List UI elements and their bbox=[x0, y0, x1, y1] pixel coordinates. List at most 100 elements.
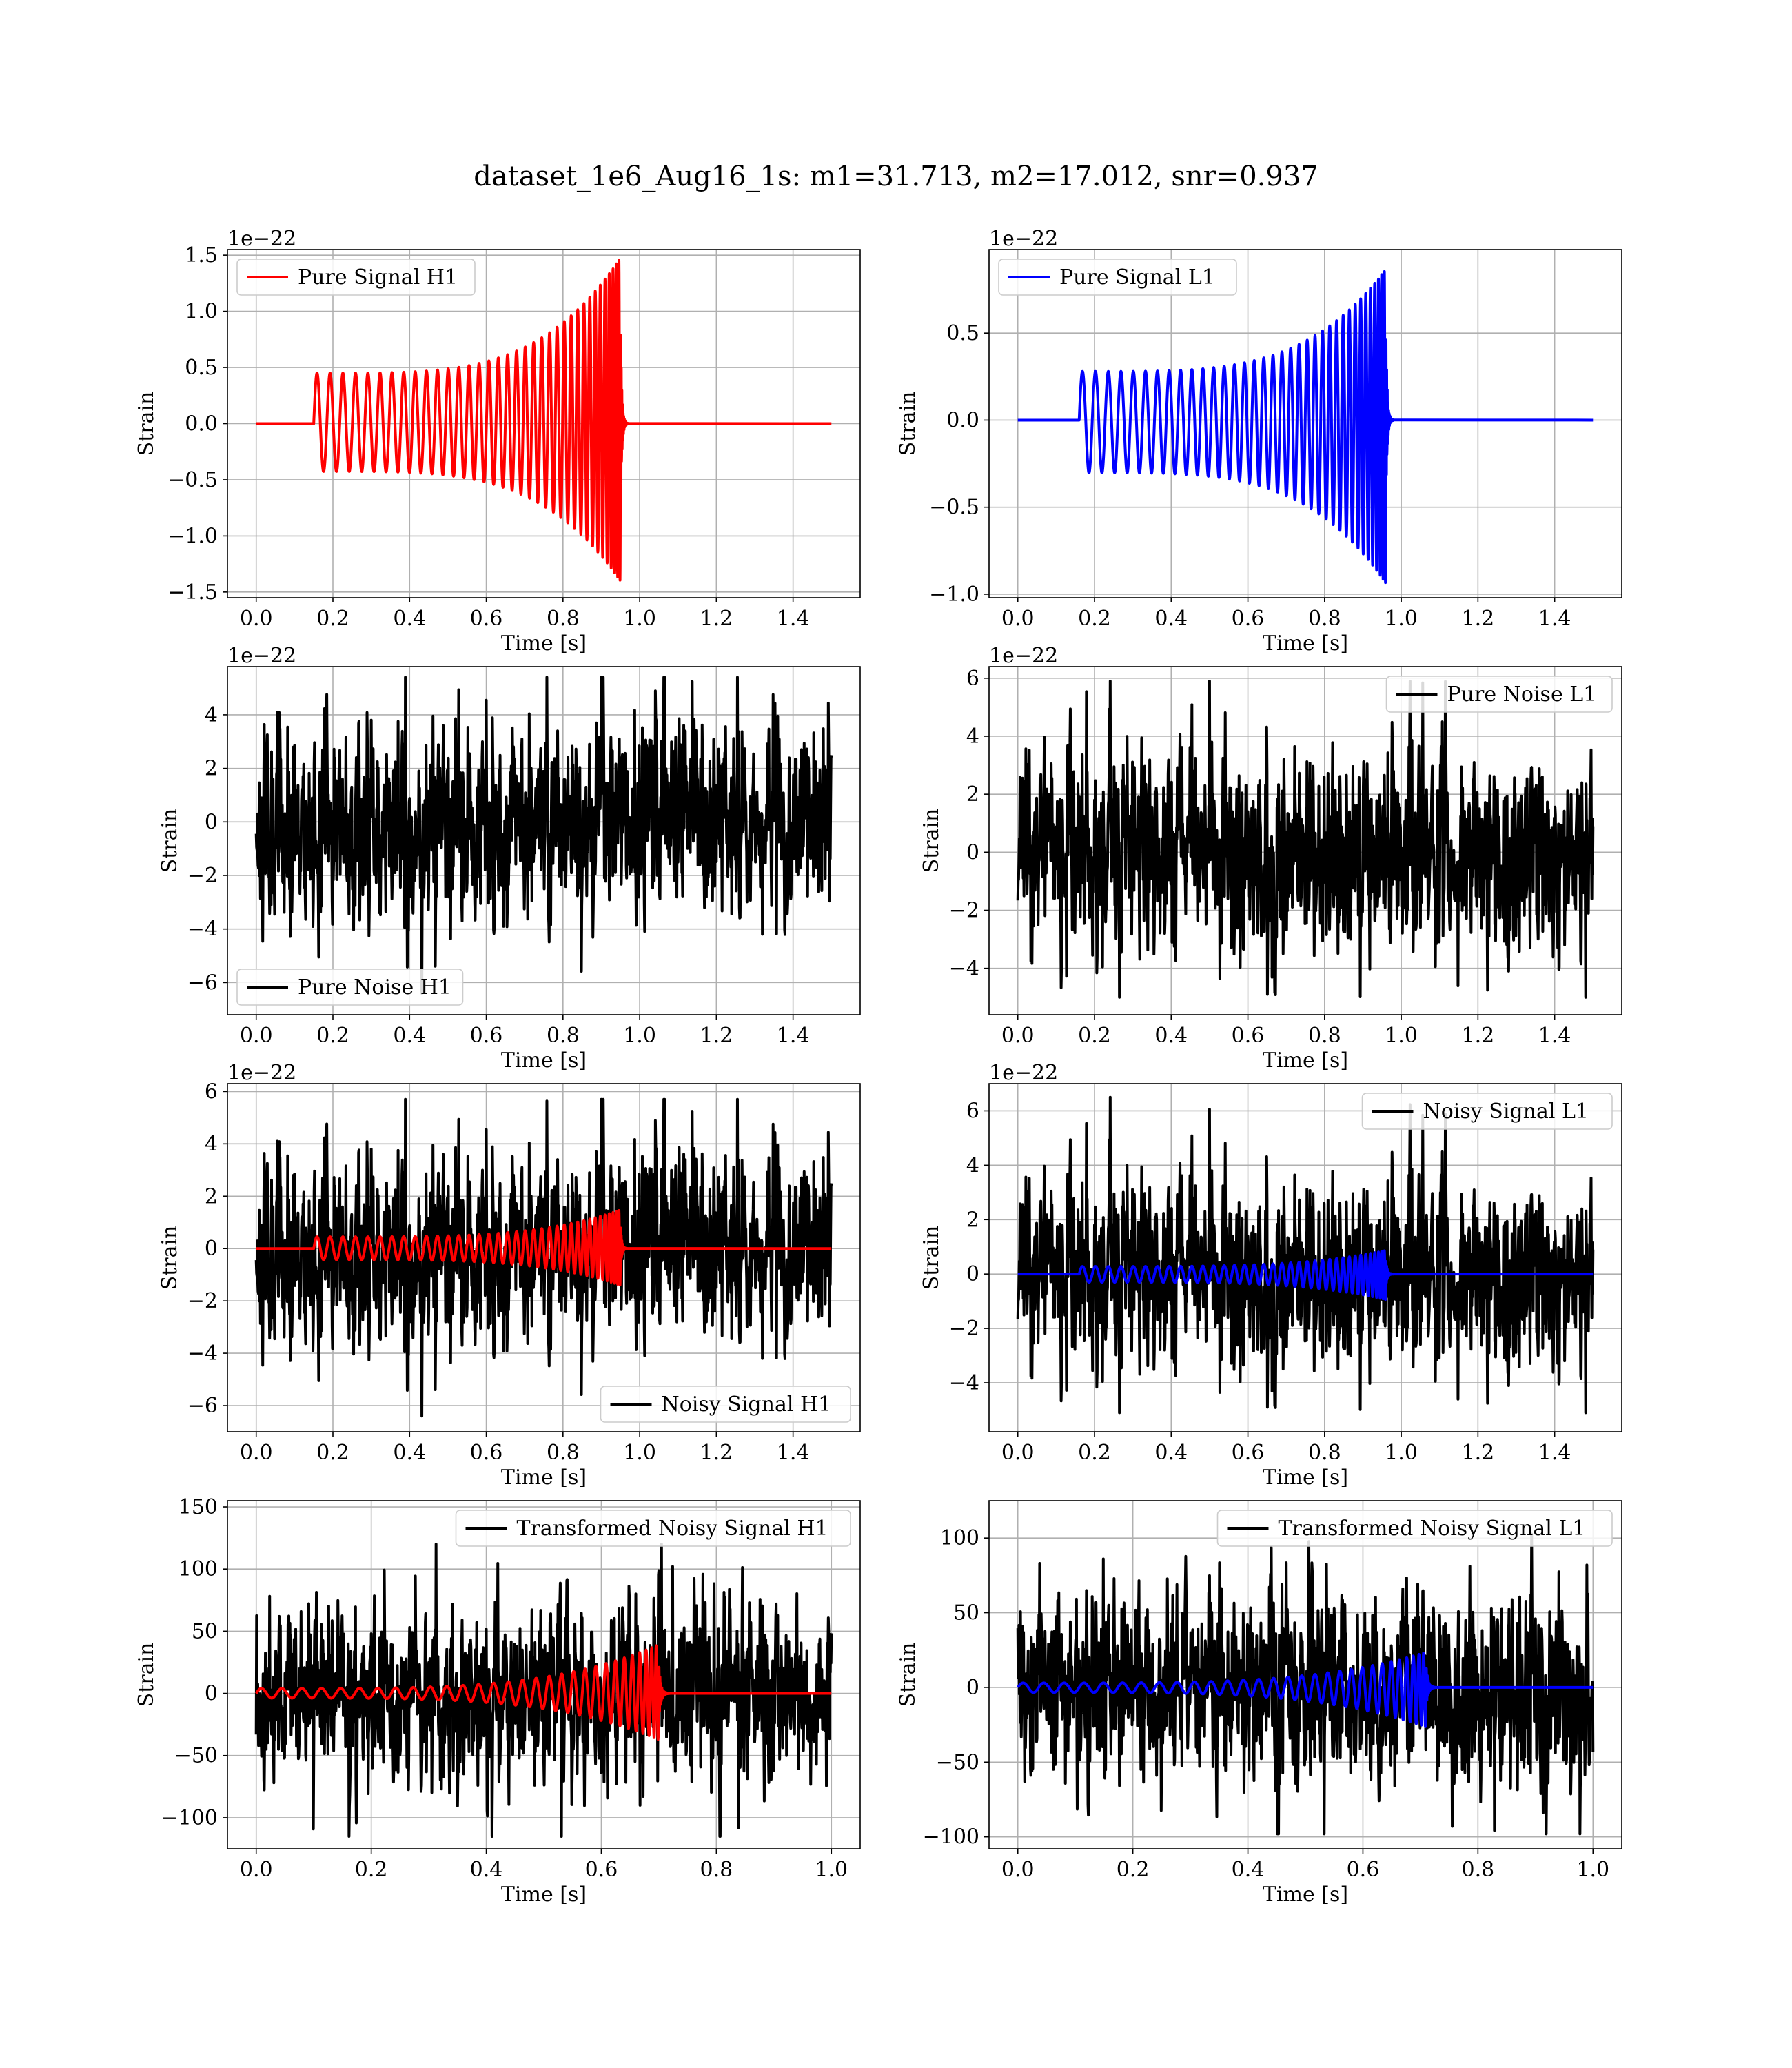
y-tick-label: 0 bbox=[205, 1237, 218, 1261]
y-tick-label: 2 bbox=[966, 1208, 979, 1232]
legend: Pure Signal L1 bbox=[998, 258, 1237, 296]
y-tick-label: 0.5 bbox=[185, 356, 218, 380]
plot-pure-noise-l1: 0.0 0.2 0.4 0.6 0.8 1.0 1.2 1.4 −4 −2 0 2 4 6 Time [s]… bbox=[919, 644, 1622, 1073]
y-tick-label: 2 bbox=[966, 782, 979, 807]
signal-line bbox=[254, 1644, 832, 1741]
x-tick-label: 1.2 bbox=[700, 607, 733, 631]
y-tick-label: 100 bbox=[940, 1526, 979, 1550]
offset-text: 1e−22 bbox=[989, 644, 1058, 668]
offset-text: 1e−22 bbox=[227, 227, 296, 251]
x-tick-label: 0.0 bbox=[240, 1441, 273, 1465]
y-tick-label: 2 bbox=[205, 1184, 218, 1208]
x-tick-label: 1.4 bbox=[1538, 607, 1571, 631]
legend-box bbox=[600, 1386, 851, 1423]
legend: Noisy Signal H1 bbox=[600, 1386, 851, 1423]
noise-line bbox=[1016, 1095, 1595, 1415]
y-tick-label: 0.0 bbox=[946, 408, 979, 432]
legend-box bbox=[236, 969, 464, 1006]
x-tick-label: 0.4 bbox=[1154, 1024, 1188, 1048]
axes-frame bbox=[988, 666, 1622, 1015]
y-tick-label: 1.5 bbox=[185, 243, 218, 267]
x-tick-label: 0.4 bbox=[393, 1441, 426, 1465]
x-tick-label: 0.2 bbox=[1078, 607, 1111, 631]
x-axis-label: Time [s] bbox=[501, 1883, 587, 1907]
plot-pure-signal-h1: 0.0 0.2 0.4 0.6 0.8 1.0 1.2 1.4 −1.5 −1.0 −0.5 0.0 0… bbox=[134, 227, 861, 656]
x-tick-label: 1.0 bbox=[1385, 607, 1418, 631]
legend-label: Pure Signal H1 bbox=[298, 265, 458, 290]
signal-line bbox=[256, 258, 832, 582]
x-tick-label: 1.0 bbox=[1385, 1441, 1418, 1465]
x-tick-label: 0.2 bbox=[1078, 1441, 1111, 1465]
y-tick-label: 0 bbox=[205, 1682, 218, 1706]
legend-label: Transformed Noisy Signal L1 bbox=[1279, 1517, 1586, 1541]
legend-label: Transformed Noisy Signal H1 bbox=[517, 1517, 828, 1541]
y-axis-label: Strain bbox=[919, 1226, 944, 1290]
y-tick-label: 0 bbox=[966, 1676, 979, 1700]
x-tick-label: 0.0 bbox=[240, 1024, 273, 1048]
x-tick-label: 0.4 bbox=[393, 1024, 426, 1048]
y-tick-label: −100 bbox=[161, 1806, 218, 1830]
x-axis-label: Time [s] bbox=[1263, 1883, 1348, 1907]
x-tick-label: 0.8 bbox=[1462, 1858, 1495, 1882]
x-tick-label: 0.4 bbox=[1154, 1441, 1188, 1465]
x-axis-label: Time [s] bbox=[1263, 1466, 1348, 1490]
legend-label: Pure Signal L1 bbox=[1059, 265, 1215, 290]
x-axis-label: Time [s] bbox=[1263, 1048, 1348, 1073]
y-tick-label: 0.0 bbox=[185, 412, 218, 436]
plot-noisy-signal-l1: 0.0 0.2 0.4 0.6 0.8 1.0 1.2 1.4 −4 −2 0 2 4 6 Time [s]… bbox=[919, 1061, 1622, 1490]
y-tick-label: 2 bbox=[205, 757, 218, 781]
y-tick-label: −6 bbox=[187, 971, 218, 995]
y-tick-label: −4 bbox=[949, 957, 979, 981]
x-tick-label: 1.2 bbox=[1462, 1441, 1495, 1465]
x-tick-label: 1.0 bbox=[623, 607, 656, 631]
x-tick-label: 0.8 bbox=[700, 1858, 733, 1882]
x-tick-label: 0.8 bbox=[1308, 607, 1341, 631]
y-tick-label: −50 bbox=[936, 1750, 979, 1774]
noise-line bbox=[1016, 1532, 1595, 1836]
y-tick-label: −1.5 bbox=[167, 580, 218, 605]
legend-box bbox=[998, 258, 1237, 296]
y-tick-label: 1.0 bbox=[185, 300, 218, 324]
legend-label: Pure Noise L1 bbox=[1447, 682, 1597, 707]
x-axis-label: Time [s] bbox=[501, 1466, 587, 1490]
x-tick-label: 0.0 bbox=[1001, 1858, 1035, 1882]
y-tick-label: −2 bbox=[949, 1317, 979, 1341]
x-tick-label: 0.6 bbox=[470, 1441, 503, 1465]
offset-text: 1e−22 bbox=[989, 227, 1058, 251]
legend: Noisy Signal L1 bbox=[1361, 1093, 1613, 1130]
y-tick-label: −4 bbox=[949, 1371, 979, 1395]
axes-frame bbox=[227, 1083, 861, 1432]
x-tick-label: 1.4 bbox=[777, 607, 810, 631]
x-tick-label: 1.2 bbox=[1462, 607, 1495, 631]
plot-pure-signal-l1: 0.0 0.2 0.4 0.6 0.8 1.0 1.2 1.4 −1.0 −0.5 0.0 0.5 Ti… bbox=[896, 227, 1622, 656]
y-axis-label: Strain bbox=[158, 1226, 182, 1290]
legend-box bbox=[1216, 1510, 1613, 1547]
y-tick-label: −1.0 bbox=[167, 524, 218, 548]
figure-title: dataset_1e6_Aug16_1s: m1=31.713, m2=17.0… bbox=[474, 161, 1318, 192]
y-tick-label: −2 bbox=[949, 899, 979, 923]
y-tick-label: 6 bbox=[966, 667, 979, 691]
x-tick-label: 0.0 bbox=[1001, 1024, 1035, 1048]
y-tick-label: −1.0 bbox=[929, 582, 979, 607]
legend: Transformed Noisy Signal L1 bbox=[1216, 1510, 1613, 1547]
y-tick-label: −4 bbox=[187, 1341, 218, 1366]
x-tick-label: 0.0 bbox=[240, 607, 273, 631]
plot-pure-noise-h1: 0.0 0.2 0.4 0.6 0.8 1.0 1.2 1.4 −6 −4 −2 0 2 4 Time [s… bbox=[158, 644, 861, 1073]
legend-box bbox=[236, 258, 476, 296]
y-axis-label: Strain bbox=[134, 392, 159, 456]
x-tick-label: 0.2 bbox=[355, 1858, 388, 1882]
y-tick-label: −50 bbox=[174, 1744, 218, 1768]
y-tick-label: 0 bbox=[966, 1262, 979, 1286]
x-tick-label: 0.8 bbox=[547, 1441, 580, 1465]
y-tick-label: −2 bbox=[187, 864, 218, 888]
y-tick-label: 4 bbox=[966, 724, 979, 749]
x-tick-label: 0.8 bbox=[547, 1024, 580, 1048]
x-tick-label: 0.6 bbox=[1347, 1858, 1380, 1882]
y-tick-label: −4 bbox=[187, 918, 218, 942]
x-tick-label: 0.4 bbox=[470, 1858, 503, 1882]
x-tick-label: 1.0 bbox=[1385, 1024, 1418, 1048]
x-tick-label: 0.2 bbox=[1117, 1858, 1150, 1882]
x-tick-label: 1.4 bbox=[1538, 1024, 1571, 1048]
x-tick-label: 0.0 bbox=[1001, 1441, 1035, 1465]
y-tick-label: 6 bbox=[205, 1079, 218, 1104]
